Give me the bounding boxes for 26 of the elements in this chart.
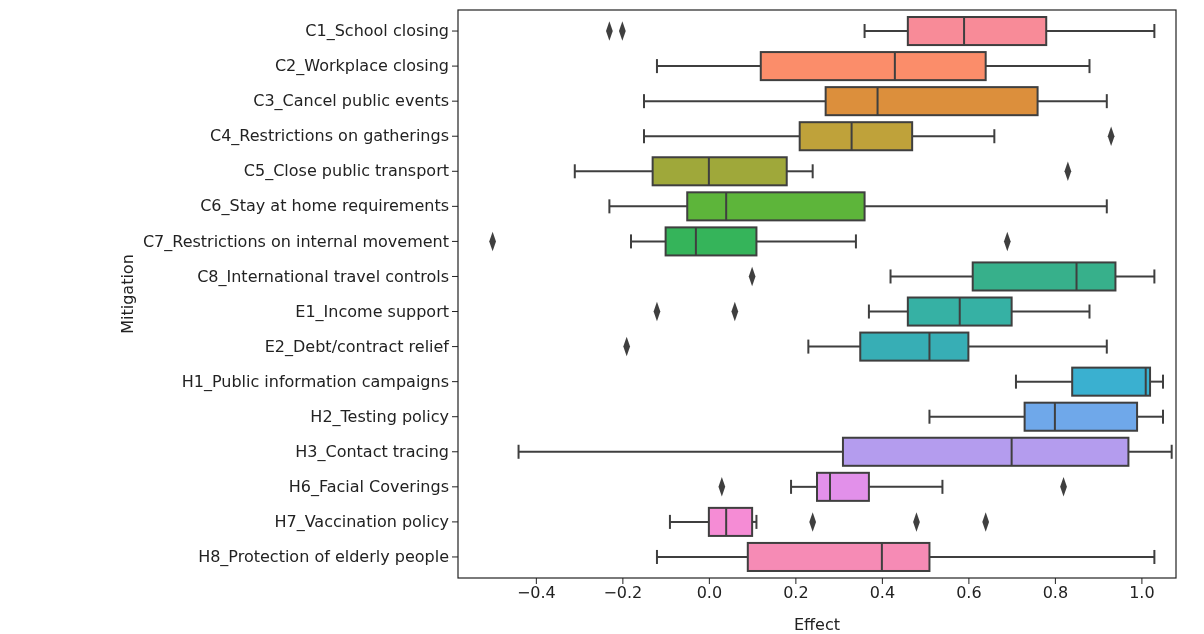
y-tick-label: C6_Stay at home requirements xyxy=(200,196,449,217)
y-tick-label: C8_International travel controls xyxy=(197,266,449,287)
y-tick-label: C1_School closing xyxy=(305,21,449,42)
y-tick-label: C3_Cancel public events xyxy=(253,91,449,112)
y-tick-label: C7_Restrictions on internal movement xyxy=(142,231,449,252)
y-tick-label: H8_Protection of elderly people xyxy=(198,547,449,568)
x-tick-label: −0.2 xyxy=(603,583,643,603)
x-tick-label: 0.2 xyxy=(783,583,809,603)
y-tick-label: E2_Debt/contract relief xyxy=(264,336,450,357)
x-tick-label: 0.6 xyxy=(956,583,982,603)
x-axis-title: Effect xyxy=(793,615,841,634)
x-tick-label: 1.0 xyxy=(1129,583,1155,603)
y-tick-label: C5_Close public transport xyxy=(243,161,449,182)
y-tick-label: C2_Workplace closing xyxy=(274,56,449,77)
y-tick-label: E1_Income support xyxy=(295,301,449,322)
y-tick-label: H1_Public information campaigns xyxy=(181,371,449,392)
y-tick-label: H3_Contact tracing xyxy=(295,441,449,462)
y-tick-label: H6_Facial Coverings xyxy=(288,476,449,497)
y-axis-title: Mitigation xyxy=(117,254,137,334)
y-tick-label: C4_Restrictions on gatherings xyxy=(210,126,449,147)
x-tick-label: 0.4 xyxy=(869,583,896,603)
x-tick-label: 0.8 xyxy=(1042,583,1069,603)
y-tick-label: H2_Testing policy xyxy=(310,406,449,427)
y-tick-label: H7_Vaccination policy xyxy=(274,512,449,533)
x-tick-label: 0.0 xyxy=(696,583,723,603)
x-tick-label: −0.4 xyxy=(516,583,556,603)
